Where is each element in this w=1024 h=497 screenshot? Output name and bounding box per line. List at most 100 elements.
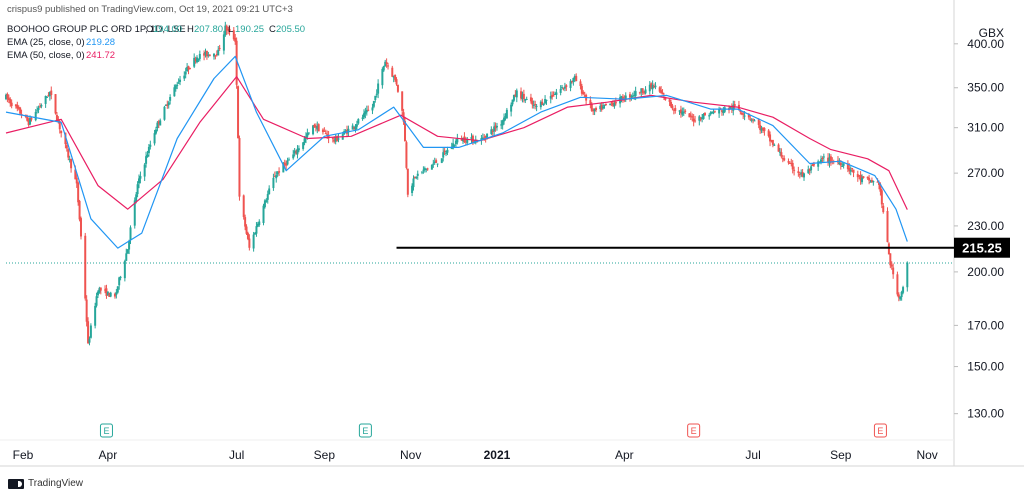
candle-body xyxy=(6,93,9,99)
candle-body xyxy=(858,175,861,177)
candle-body xyxy=(866,176,869,179)
candle-body xyxy=(108,292,111,297)
candle-body xyxy=(323,130,326,132)
candle-body xyxy=(364,111,367,114)
candle-body xyxy=(653,86,656,88)
candle-body xyxy=(401,91,404,111)
candle-body xyxy=(890,264,893,267)
candle-body xyxy=(415,176,418,178)
candle-body xyxy=(26,116,29,121)
candle-body xyxy=(892,267,895,275)
candle-body xyxy=(54,94,57,114)
candle-body xyxy=(691,116,694,118)
candle-body xyxy=(906,262,909,288)
x-tick-label: 2021 xyxy=(484,448,511,462)
candle-body xyxy=(801,172,804,177)
candle-body xyxy=(821,158,824,160)
candle-body xyxy=(89,325,92,338)
candle-body xyxy=(396,84,399,92)
candle-body xyxy=(503,117,506,122)
candle-body xyxy=(254,233,257,235)
candle-body xyxy=(176,84,179,87)
candle-body xyxy=(106,291,109,296)
candle-body xyxy=(125,253,128,261)
candle-body xyxy=(763,128,766,132)
candle-body xyxy=(430,164,433,170)
candle-body xyxy=(361,117,364,119)
candle-body xyxy=(218,47,221,49)
candle-body xyxy=(633,94,636,96)
candle-body xyxy=(60,130,63,134)
candle-body xyxy=(541,101,544,105)
candle-body xyxy=(692,118,695,122)
candle-body xyxy=(712,111,715,114)
candle-body xyxy=(186,67,189,71)
candle-body xyxy=(104,289,107,291)
candle-body xyxy=(367,109,370,111)
candle-body xyxy=(128,240,131,250)
candle-body xyxy=(157,121,160,124)
candle-body xyxy=(753,120,756,122)
candle-body xyxy=(529,97,532,102)
candle-body xyxy=(38,106,41,108)
candle-body xyxy=(34,111,37,121)
candle-body xyxy=(262,205,265,224)
candle-body xyxy=(145,156,148,164)
candle-body xyxy=(248,238,251,248)
candle-body xyxy=(75,177,78,184)
candle-body xyxy=(371,107,374,111)
candle-body xyxy=(544,99,547,104)
candle-body xyxy=(471,135,474,143)
legend-ema25-value: 219.28 xyxy=(86,37,115,48)
candle-body xyxy=(651,85,654,90)
candle-body xyxy=(640,88,643,93)
candle-body xyxy=(641,88,644,93)
candle-body xyxy=(10,102,13,107)
candle-body xyxy=(445,152,448,154)
candle-body xyxy=(7,97,10,101)
candle-body xyxy=(532,104,535,106)
candle-body xyxy=(902,287,905,293)
candle-body xyxy=(733,104,736,107)
candle-body xyxy=(778,151,781,153)
candle-body xyxy=(713,111,716,113)
candle-body xyxy=(19,107,22,114)
candle-body xyxy=(303,138,306,143)
candle-body xyxy=(897,294,900,298)
candle-body xyxy=(505,109,508,119)
candle-body xyxy=(474,139,477,143)
candle-body xyxy=(701,117,704,119)
candle-body xyxy=(375,93,378,95)
candle-body xyxy=(771,139,774,145)
candle-body xyxy=(227,29,230,31)
candle-body xyxy=(153,133,156,144)
candle-body xyxy=(495,125,498,128)
candle-body xyxy=(510,104,513,112)
candle-body xyxy=(50,90,53,95)
candle-body xyxy=(17,107,20,109)
candle-body xyxy=(819,159,822,162)
candle-body xyxy=(159,120,162,126)
candle-body xyxy=(524,99,527,101)
candle-body xyxy=(521,94,524,99)
candle-body xyxy=(699,117,702,120)
candle-body xyxy=(57,119,60,123)
legend-ema25-label: EMA (25, close, 0) xyxy=(7,37,85,48)
x-tick-label: Apr xyxy=(99,448,118,462)
candle-body xyxy=(589,100,592,105)
candle-body xyxy=(275,175,278,179)
candle-body xyxy=(743,115,746,117)
candle-body xyxy=(331,137,334,139)
candle-body xyxy=(708,115,711,117)
candle-body xyxy=(391,67,394,77)
candle-body xyxy=(501,120,504,126)
legend-ohlc-key: O xyxy=(146,24,153,35)
legend-ohlc-key: H xyxy=(187,24,194,35)
candle-body xyxy=(37,108,40,110)
candle-body xyxy=(760,128,763,131)
candle-body xyxy=(531,100,534,105)
candle-body xyxy=(493,126,496,132)
candle-body xyxy=(317,124,320,132)
legend-ohlc-value: 207.80 xyxy=(194,24,223,35)
